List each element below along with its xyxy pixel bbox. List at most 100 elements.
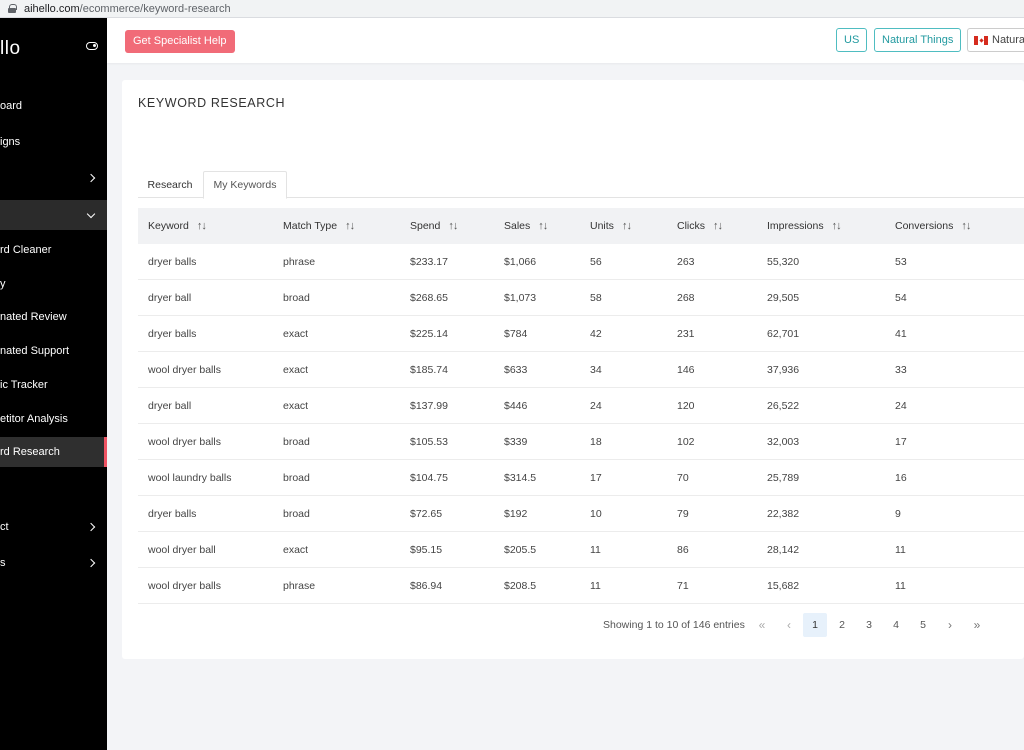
sort-icon[interactable]: ↑↓ — [538, 220, 548, 232]
cell-sales: $1,073 — [504, 292, 537, 304]
sidebar-item-9[interactable]: etitor Analysis — [0, 404, 107, 434]
sort-icon[interactable]: ↑↓ — [448, 220, 458, 232]
column-header-label: Clicks — [677, 220, 705, 232]
cell-sales: $208.5 — [504, 580, 537, 592]
page-button-3[interactable]: 3 — [866, 619, 872, 631]
sidebar-item-4[interactable]: rd Cleaner — [0, 235, 107, 265]
cell-match-type: broad — [283, 472, 310, 484]
sidebar-item-label: nated Review — [0, 311, 67, 323]
sort-icon[interactable]: ↑↓ — [621, 220, 632, 232]
cell-match-type: exact — [283, 364, 309, 376]
cell-match-type: broad — [283, 292, 310, 304]
table-row: wool dryer balls phrase $86.94 $208.5 11 71 15… — [138, 568, 1024, 604]
sidebar-item-label: nated Support — [0, 345, 70, 357]
column-header-conversions[interactable]: Conversions ↑↓ — [895, 208, 971, 244]
logo: llo — [0, 38, 21, 59]
cell-conversions: 11 — [895, 544, 906, 556]
cell-keyword: wool laundry balls — [148, 472, 232, 484]
cell-match-type: exact — [283, 328, 309, 340]
column-header-impressions[interactable]: Impressions ↑↓ — [767, 208, 842, 244]
page-button-5[interactable]: 5 — [920, 619, 926, 631]
cell-impressions: 15,682 — [767, 580, 800, 592]
column-header-units[interactable]: Units ↑↓ — [590, 208, 632, 244]
sidebar-item-label: y — [0, 278, 6, 290]
tab-my-keywords[interactable]: My Keywords — [203, 171, 287, 199]
tab-research[interactable]: Research — [147, 178, 193, 191]
sidebar-item-2[interactable] — [0, 163, 107, 193]
column-header-sales[interactable]: Sales ↑↓ — [504, 208, 548, 244]
table-body: dryer balls phrase $233.17 $1,066 56 263 55,32… — [138, 244, 1024, 604]
sidebar-item-10[interactable]: rd Research — [0, 437, 107, 467]
cell-spend: $185.74 — [410, 364, 448, 376]
cell-keyword: wool dryer ball — [148, 544, 216, 556]
browser-address-bar[interactable]: aihello.com/ecommerce/keyword-research — [0, 0, 1024, 18]
cell-spend: $86.94 — [410, 580, 443, 592]
page-button-2[interactable]: 2 — [839, 619, 845, 631]
sidebar-item-11[interactable]: ct — [0, 512, 107, 542]
cell-sales: $314.5 — [504, 472, 537, 484]
column-header-match-type[interactable]: Match Type ↑↓ — [283, 208, 355, 244]
sort-icon[interactable]: ↑↓ — [196, 220, 207, 232]
table-row: wool dryer balls exact $185.74 $633 34 146 37,… — [138, 352, 1024, 388]
sidebar-item-8[interactable]: ic Tracker — [0, 370, 107, 400]
cell-sales: $339 — [504, 436, 528, 448]
sort-icon[interactable]: ↑↓ — [961, 220, 971, 232]
cell-units: 18 — [590, 436, 602, 448]
column-header-label: Spend — [410, 220, 441, 232]
cell-match-type: broad — [283, 436, 310, 448]
sidebar-item-12[interactable]: s — [0, 548, 107, 578]
sidebar-item-label: s — [0, 557, 6, 569]
cell-clicks: 79 — [677, 508, 689, 520]
column-header-clicks[interactable]: Clicks ↑↓ — [677, 208, 723, 244]
sidebar-item-label: ct — [0, 521, 9, 533]
page-button-1[interactable]: 1 — [803, 613, 827, 637]
sidebar-item-6[interactable]: nated Review — [0, 302, 107, 332]
table-row: dryer balls phrase $233.17 $1,066 56 263 55,32… — [138, 244, 1024, 280]
sidebar-item-3[interactable] — [0, 200, 107, 230]
table-header: Keyword ↑↓ Match Type ↑↓ Spend ↑↓ Sales ↑↓ Units… — [138, 208, 1024, 244]
page-button-4[interactable]: 4 — [893, 619, 899, 631]
cell-impressions: 62,701 — [767, 328, 800, 340]
column-header-keyword[interactable]: Keyword ↑↓ — [148, 208, 207, 244]
cell-clicks: 70 — [677, 472, 689, 484]
cell-keyword: dryer balls — [148, 508, 197, 520]
sidebar-item-5[interactable]: y — [0, 269, 107, 299]
brand-button[interactable]: Natural Things — [874, 28, 962, 52]
cell-match-type: phrase — [283, 580, 316, 592]
sidebar-item-7[interactable]: nated Support — [0, 336, 107, 366]
cell-spend: $268.65 — [410, 292, 448, 304]
cell-units: 11 — [590, 544, 601, 556]
prev-page-button[interactable]: ‹ — [787, 618, 791, 632]
sidebar-item-label: igns — [0, 136, 21, 148]
sidebar-toggle-icon[interactable] — [86, 42, 98, 50]
keyword-research-card: KEYWORD RESEARCH Research My Keywords Ke… — [122, 80, 1024, 659]
cell-conversions: 24 — [895, 400, 907, 412]
cell-clicks: 71 — [677, 580, 689, 592]
column-header-spend[interactable]: Spend ↑↓ — [410, 208, 458, 244]
cell-sales: $205.5 — [504, 544, 537, 556]
cell-match-type: broad — [283, 508, 310, 520]
next-page-button[interactable]: › — [948, 618, 952, 632]
sidebar-item-0[interactable]: oard — [0, 91, 107, 121]
cell-impressions: 22,382 — [767, 508, 800, 520]
table-row: dryer balls broad $72.65 $192 10 79 22,382 9 — [138, 496, 1024, 532]
sort-icon[interactable]: ↑↓ — [345, 220, 355, 232]
sort-icon[interactable]: ↑↓ — [831, 220, 842, 232]
cell-clicks: 120 — [677, 400, 695, 412]
cell-units: 11 — [590, 580, 601, 592]
cell-impressions: 28,142 — [767, 544, 800, 556]
region-button[interactable]: US — [836, 28, 868, 52]
last-page-button[interactable]: » — [973, 618, 981, 632]
cell-sales: $1,066 — [504, 256, 537, 268]
sort-icon[interactable]: ↑↓ — [713, 220, 723, 232]
get-specialist-help-button[interactable]: Get Specialist Help — [125, 30, 235, 53]
sidebar-item-label: etitor Analysis — [0, 413, 68, 425]
cell-clicks: 146 — [677, 364, 695, 376]
sidebar-item-1[interactable]: igns — [0, 127, 107, 157]
cell-clicks: 263 — [677, 256, 695, 268]
first-page-button[interactable]: « — [758, 618, 766, 632]
cell-conversions: 16 — [895, 472, 907, 484]
cell-spend: $105.53 — [410, 436, 448, 448]
